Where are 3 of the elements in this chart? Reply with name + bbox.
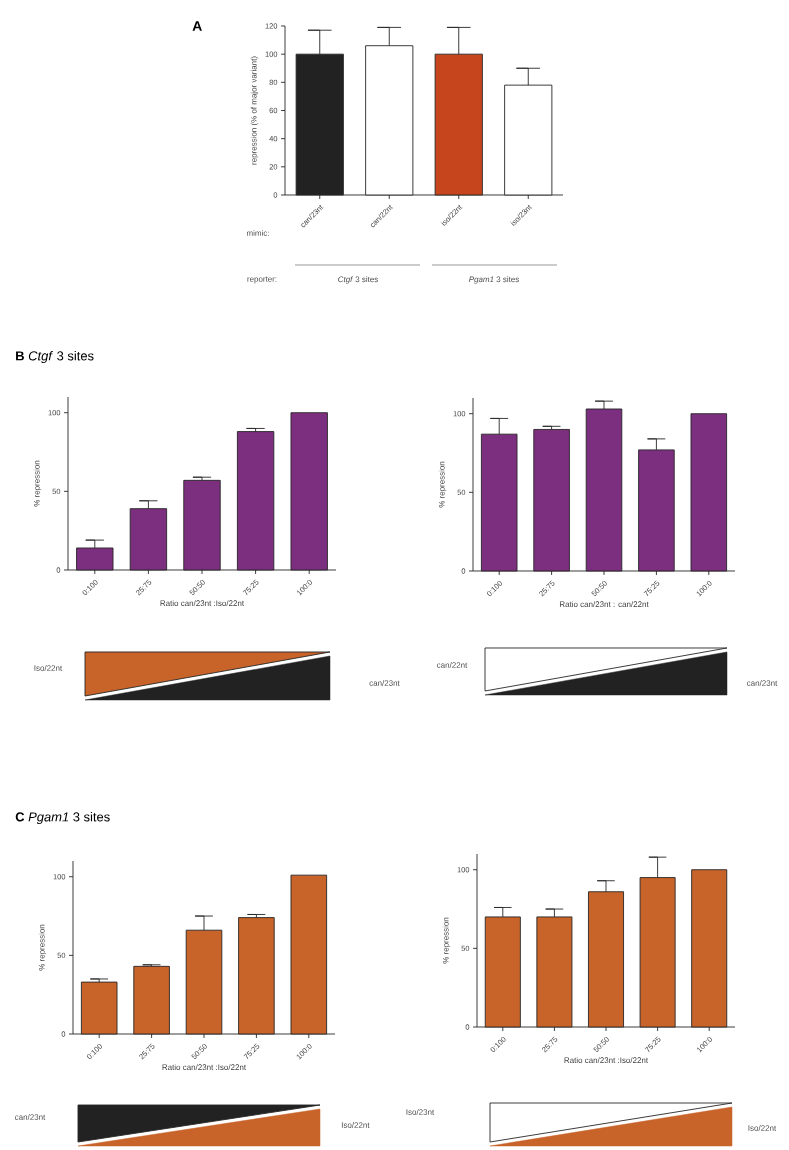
chart-title: A — [192, 21, 202, 31]
chart-title: B Ctgf 3 sites — [16, 350, 94, 364]
chart-title: C Pgam1 3 sites — [15, 811, 110, 825]
